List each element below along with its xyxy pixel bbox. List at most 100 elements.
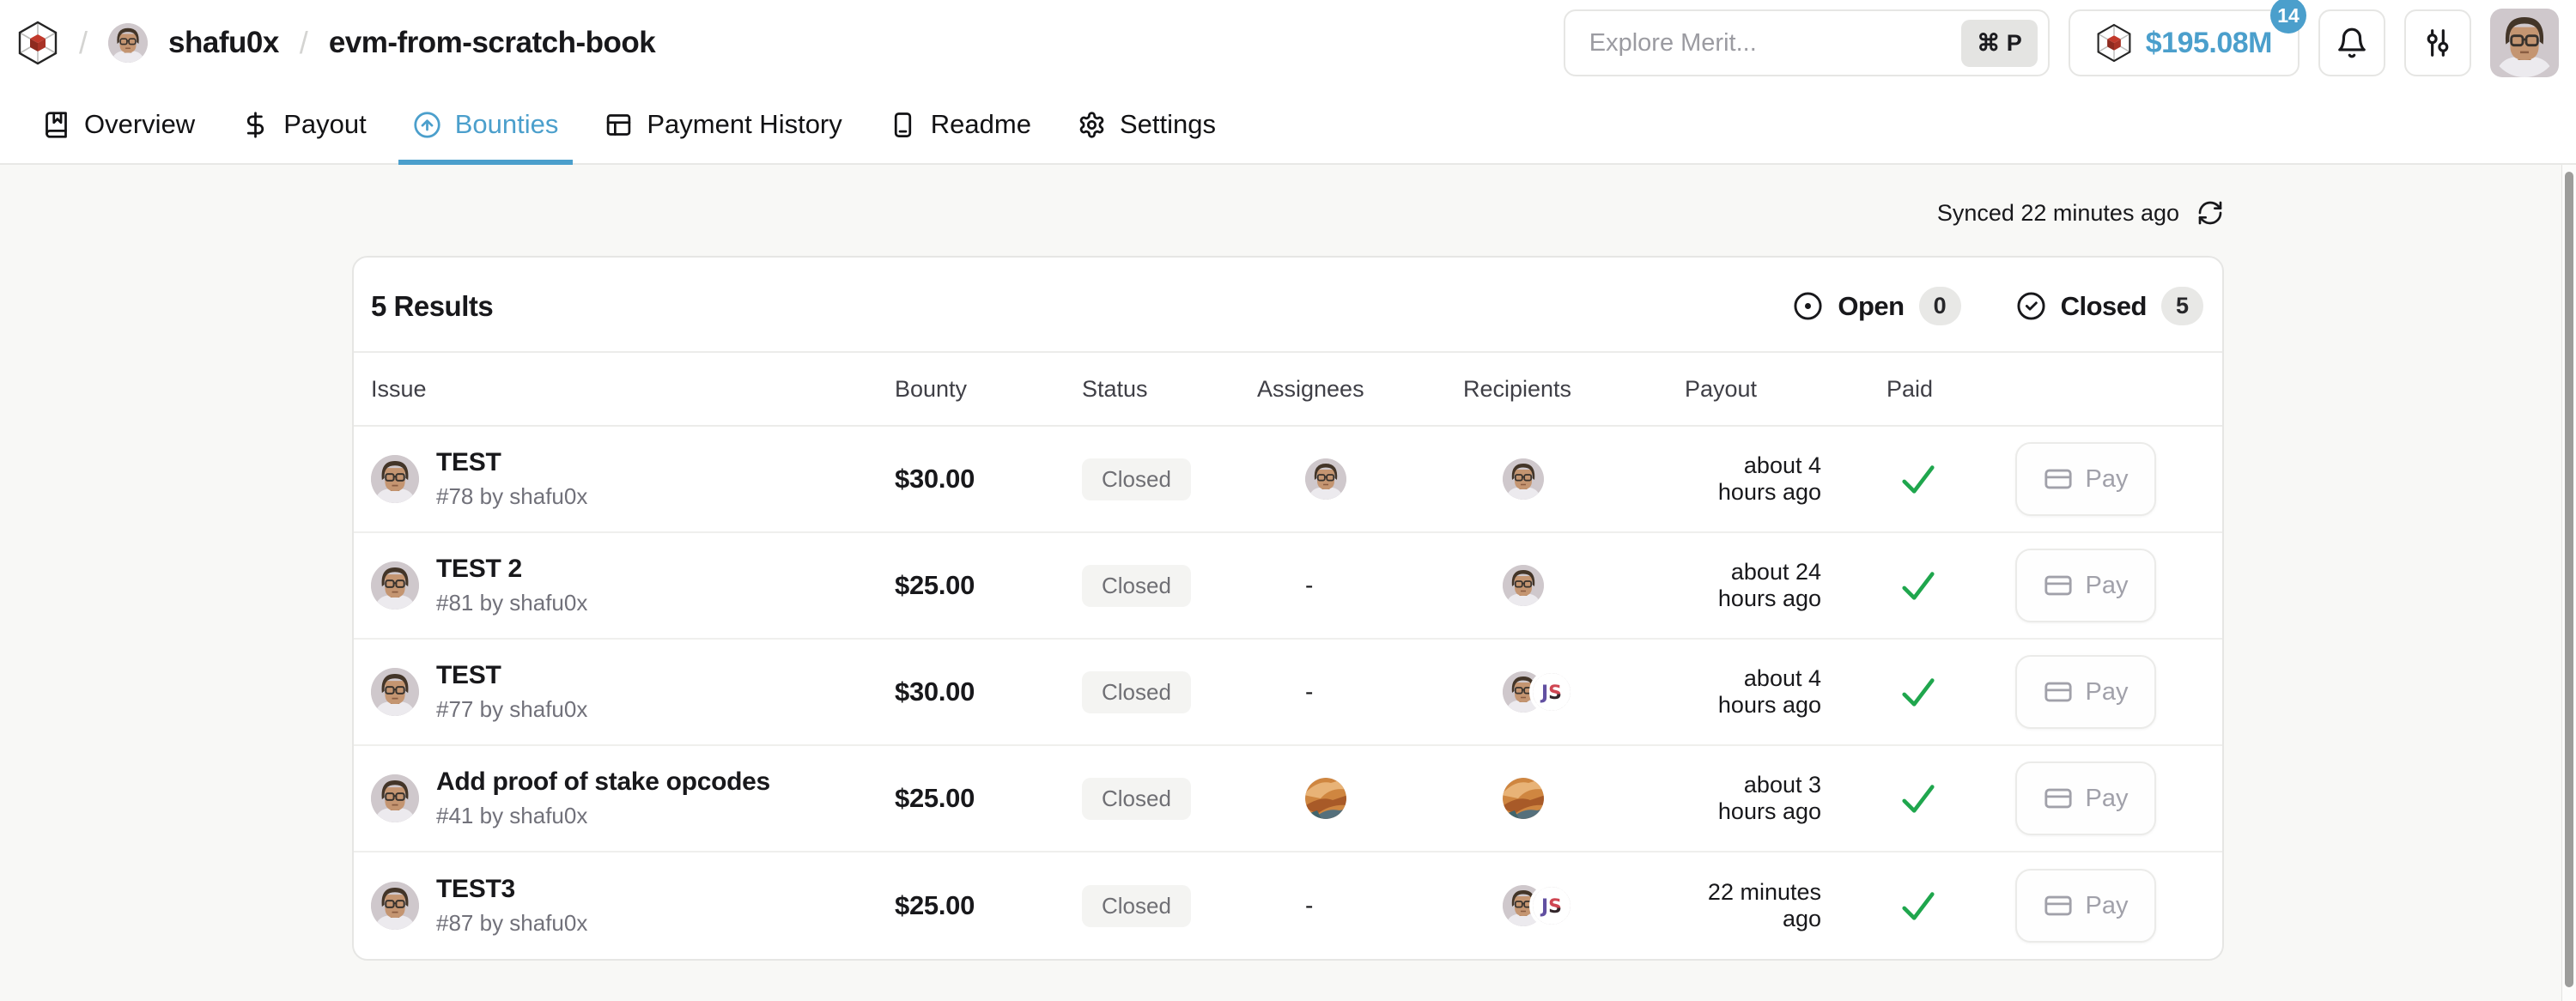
filter-closed[interactable]: Closed 5 bbox=[2016, 287, 2203, 325]
issue-meta: #78 by shafu0x bbox=[436, 483, 588, 509]
bounty-amount: $25.00 bbox=[895, 890, 975, 920]
tab-overview[interactable]: Overview bbox=[19, 86, 218, 163]
tab-label: Bounties bbox=[454, 109, 559, 139]
shafu0x-avatar[interactable] bbox=[1503, 565, 1544, 606]
col-bounty: Bounty bbox=[895, 375, 968, 402]
breadcrumb-separator: / bbox=[79, 25, 88, 60]
pay-label: Pay bbox=[2085, 891, 2129, 919]
user-avatar[interactable] bbox=[2490, 9, 2559, 77]
issue-avatar bbox=[371, 561, 419, 610]
breadcrumb-owner[interactable]: shafu0x bbox=[168, 26, 279, 59]
search-input[interactable]: Explore Merit... ⌘ P bbox=[1563, 9, 2050, 76]
pay-button[interactable]: Pay bbox=[2015, 761, 2156, 835]
payout-time: about 3 hours ago bbox=[1717, 772, 1821, 824]
shafu0x-avatar[interactable] bbox=[1503, 458, 1544, 500]
abstract-avatar[interactable] bbox=[1305, 778, 1346, 819]
pay-button[interactable]: Pay bbox=[2015, 869, 2156, 943]
table-header: Issue Bounty Status Assignees Recipients… bbox=[354, 351, 2222, 427]
table-row[interactable]: TEST #78 by shafu0x $30.00 Closed about … bbox=[354, 427, 2222, 533]
assignees-cell: - bbox=[1257, 572, 1463, 599]
sliders-icon bbox=[2427, 29, 2449, 57]
status-filters: Open 0 Closed 5 bbox=[1793, 287, 2203, 325]
top-bar: / shafu0x / evm-from-scratch-book Explor… bbox=[0, 0, 2576, 86]
tab-label: Payout bbox=[283, 109, 367, 139]
pay-button[interactable]: Pay bbox=[2015, 655, 2156, 729]
circle-check-icon bbox=[2017, 292, 2045, 320]
assignees-cell: - bbox=[1257, 678, 1463, 706]
owner-avatar[interactable] bbox=[108, 23, 149, 63]
pay-button[interactable]: Pay bbox=[2015, 549, 2156, 622]
credit-card-icon bbox=[2044, 682, 2072, 702]
table-row[interactable]: TEST 2 #81 by shafu0x $25.00 Closed - ab… bbox=[354, 533, 2222, 640]
abstract-avatar[interactable] bbox=[1503, 778, 1544, 819]
table-row[interactable]: TEST3 #87 by shafu0x $25.00 Closed - 22 … bbox=[354, 852, 2222, 959]
credit-card-icon bbox=[2044, 575, 2072, 596]
tab-label: Payment History bbox=[647, 109, 842, 139]
js-avatar[interactable] bbox=[1529, 670, 1574, 714]
refresh-icon[interactable] bbox=[2196, 199, 2224, 227]
tab-readme[interactable]: Readme bbox=[866, 86, 1054, 163]
tab-bounties[interactable]: Bounties bbox=[390, 86, 582, 165]
pay-button[interactable]: Pay bbox=[2015, 442, 2156, 516]
vertical-scrollbar[interactable] bbox=[2561, 165, 2576, 1001]
breadcrumb-repo[interactable]: evm-from-scratch-book bbox=[328, 26, 656, 59]
table-body: TEST #78 by shafu0x $30.00 Closed about … bbox=[354, 427, 2222, 959]
issue-avatar bbox=[371, 882, 419, 930]
bell-icon bbox=[2338, 27, 2366, 58]
credit-card-icon bbox=[2044, 895, 2072, 916]
payout-time: about 4 hours ago bbox=[1717, 452, 1821, 505]
breadcrumb: / shafu0x / evm-from-scratch-book bbox=[17, 21, 656, 65]
preferences-button[interactable] bbox=[2404, 9, 2471, 76]
open-count-badge: 0 bbox=[1918, 287, 1961, 325]
assignees-cell: - bbox=[1257, 892, 1463, 919]
issue-meta: #41 by shafu0x bbox=[436, 803, 588, 828]
issue-meta: #77 by shafu0x bbox=[436, 696, 588, 722]
paid-check-icon bbox=[1902, 465, 1935, 494]
tab-label: Overview bbox=[84, 109, 196, 139]
filter-open[interactable]: Open 0 bbox=[1793, 287, 1961, 325]
issue-title[interactable]: TEST 2 bbox=[436, 555, 522, 583]
filter-label: Closed bbox=[2060, 290, 2148, 321]
circle-arrow-up-icon bbox=[414, 111, 440, 138]
col-paid: Paid bbox=[1886, 375, 1934, 402]
payout-time: 22 minutes ago bbox=[1707, 879, 1821, 931]
payout-time: about 24 hours ago bbox=[1717, 559, 1821, 611]
bounty-amount: $30.00 bbox=[895, 464, 975, 494]
topbar-controls: Explore Merit... ⌘ P $195.08M 14 bbox=[1563, 0, 2559, 77]
recipients-cell bbox=[1463, 458, 1685, 500]
notifications-button[interactable] bbox=[2318, 9, 2385, 76]
balance-amount: $195.08M bbox=[2145, 26, 2273, 59]
pay-label: Pay bbox=[2085, 464, 2129, 493]
issue-title[interactable]: TEST bbox=[436, 661, 501, 689]
issue-avatar bbox=[371, 455, 419, 503]
issue-title[interactable]: Add proof of stake opcodes bbox=[436, 767, 770, 796]
scrollbar-thumb[interactable] bbox=[2565, 172, 2573, 987]
table-row[interactable]: Add proof of stake opcodes #41 by shafu0… bbox=[354, 746, 2222, 852]
pay-label: Pay bbox=[2085, 571, 2129, 599]
paid-cell bbox=[1886, 886, 2015, 925]
filter-label: Open bbox=[1838, 290, 1905, 321]
bounties-panel: 5 Results Open 0 Closed 5 bbox=[352, 256, 2224, 961]
tab-payout[interactable]: Payout bbox=[218, 86, 390, 163]
status-badge: Closed bbox=[1082, 670, 1191, 713]
recipients-cell bbox=[1463, 883, 1685, 928]
js-avatar[interactable] bbox=[1529, 883, 1574, 928]
balance-count-badge: 14 bbox=[2270, 0, 2306, 33]
merit-balance-button[interactable]: $195.08M 14 bbox=[2068, 0, 2306, 76]
pay-label: Pay bbox=[2085, 784, 2129, 812]
merit-gem-icon[interactable] bbox=[17, 21, 58, 65]
issue-title[interactable]: TEST bbox=[436, 448, 501, 476]
tab-settings[interactable]: Settings bbox=[1054, 86, 1239, 163]
issue-title[interactable]: TEST3 bbox=[436, 875, 515, 903]
repo-tabbar: Overview Payout Bounties Payment History… bbox=[0, 86, 2576, 165]
book-icon bbox=[894, 112, 911, 137]
shafu0x-avatar[interactable] bbox=[1305, 458, 1346, 500]
tab-payment-history[interactable]: Payment History bbox=[581, 86, 865, 163]
sync-status: Synced 22 minutes ago bbox=[352, 192, 2224, 234]
paid-check-icon bbox=[1902, 572, 1935, 600]
recipients-cell bbox=[1463, 778, 1685, 819]
sync-text: Synced 22 minutes ago bbox=[1936, 199, 2179, 226]
bounty-amount: $30.00 bbox=[895, 676, 975, 707]
table-row[interactable]: TEST #77 by shafu0x $30.00 Closed - abou… bbox=[354, 640, 2222, 746]
breadcrumb-separator: / bbox=[299, 25, 308, 60]
